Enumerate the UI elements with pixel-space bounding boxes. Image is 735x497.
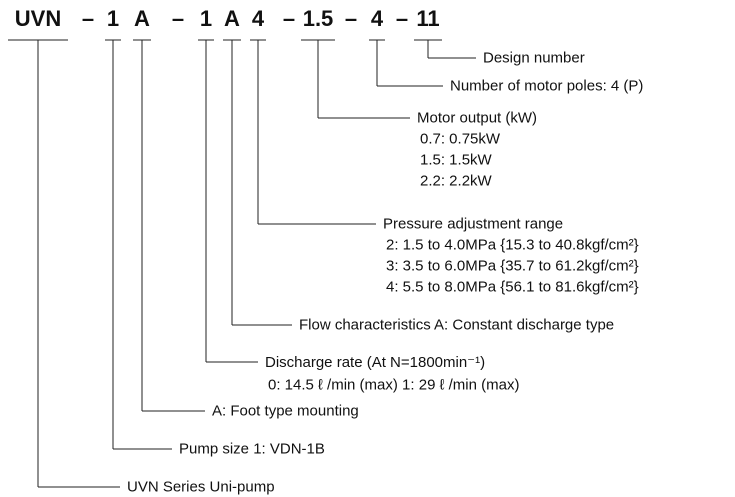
field-detail: 2.2: 2.2kW <box>420 172 492 190</box>
code-segment: 4 <box>370 6 384 31</box>
code-segment: – <box>282 6 296 31</box>
field-detail: 0: 14.5 ℓ /min (max) 1: 29 ℓ /min (max) <box>268 376 520 394</box>
field-detail: 1.5: 1.5kW <box>420 151 492 169</box>
code-segment: UVN <box>14 6 62 31</box>
code-segment: – <box>395 6 409 31</box>
code-segment: A <box>134 6 150 31</box>
field-detail: 4: 5.5 to 8.0MPa {56.1 to 81.6kgf/cm²} <box>386 278 639 296</box>
code-segment: 1 <box>199 6 213 31</box>
code-segment: – <box>171 6 185 31</box>
code-segment: 1.5 <box>302 6 334 31</box>
code-segment: – <box>344 6 358 31</box>
field-label: Pressure adjustment range <box>383 215 564 233</box>
code-segment: – <box>81 6 95 31</box>
code-segment: 1 <box>106 6 120 31</box>
field-label: Pump size 1: VDN-1B <box>179 440 325 458</box>
field-detail: 0.7: 0.75kW <box>420 130 501 148</box>
field-label: Discharge rate (At N=1800min⁻¹) <box>265 354 486 371</box>
field-label: UVN Series Uni-pump <box>127 478 275 496</box>
field-label: Design number <box>483 49 585 67</box>
field-detail: 2: 1.5 to 4.0MPa {15.3 to 40.8kgf/cm²} <box>386 236 639 254</box>
field-label: Number of motor poles: 4 (P) <box>450 77 644 95</box>
field-label: A: Foot type mounting <box>212 402 359 420</box>
field-detail: 3: 3.5 to 6.0MPa {35.7 to 61.2kgf/cm²} <box>386 257 639 275</box>
code-segment: A <box>224 6 240 31</box>
field-label: Flow characteristics A: Constant dischar… <box>299 316 615 334</box>
code-segment: 4 <box>251 6 265 31</box>
code-segment: 11 <box>416 6 440 31</box>
field-label: Motor output (kW) <box>417 109 538 127</box>
